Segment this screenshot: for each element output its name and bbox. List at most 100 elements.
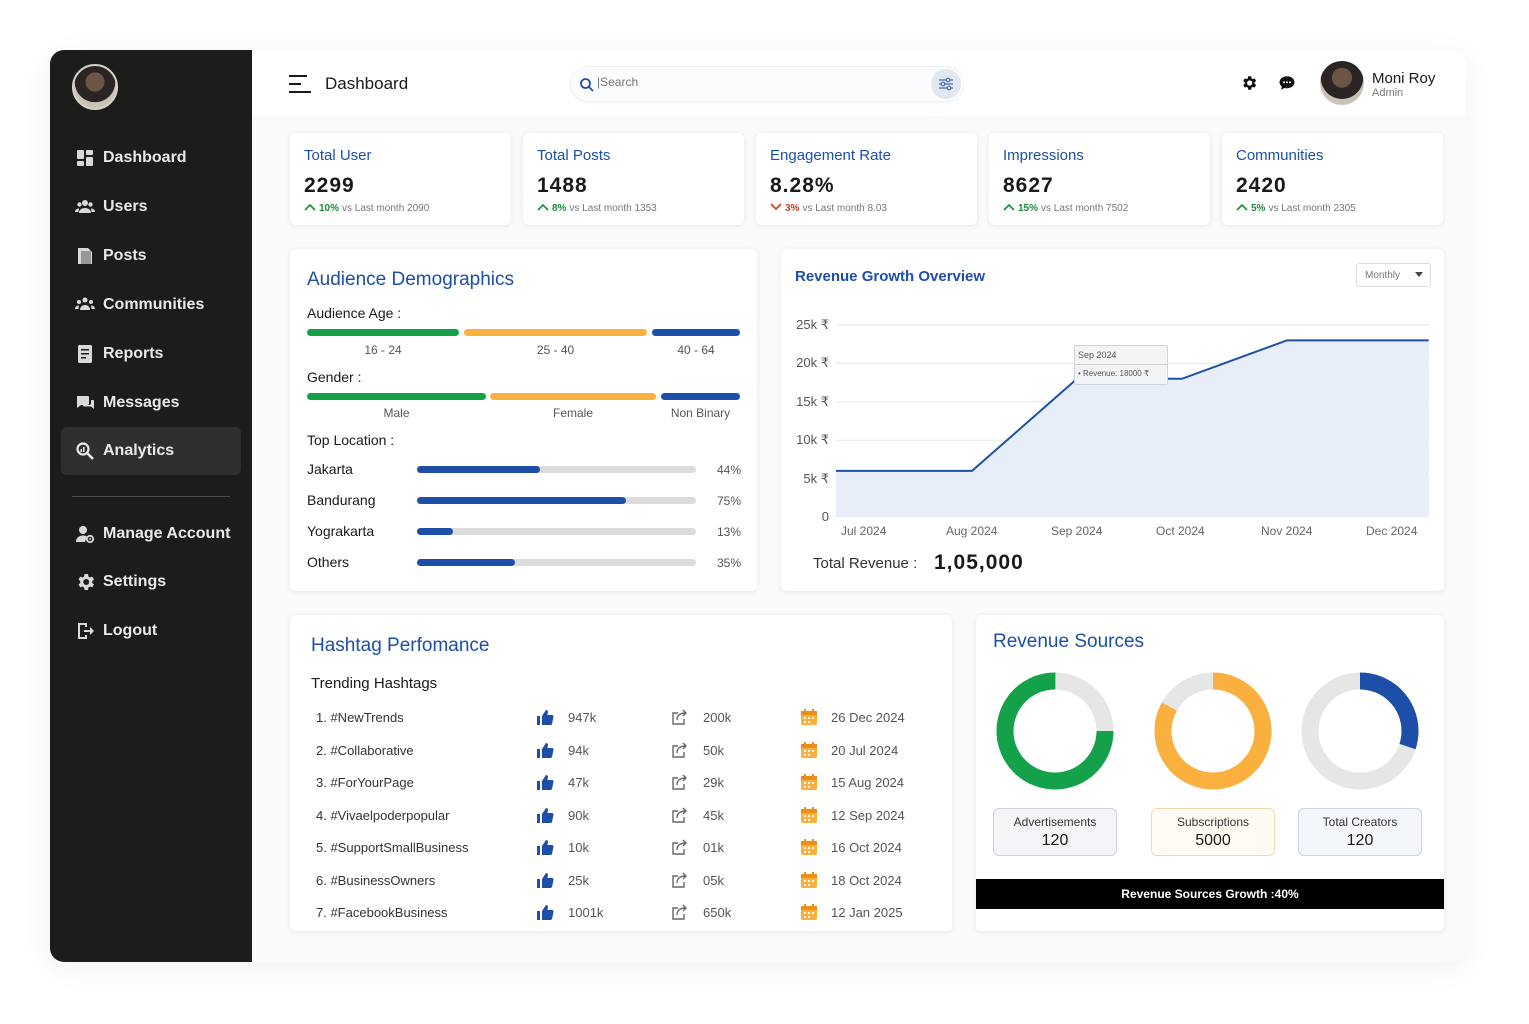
trending-label: Trending Hashtags [311,675,438,692]
x-tick-label: Sep 2024 [1051,524,1103,538]
search-bar [570,66,964,102]
hashtag-row[interactable]: 7. #FacebookBusiness 1001k 650k 12 Jan 2025 [290,898,952,930]
location-bar-track [417,559,696,566]
sidebar-item-analytics[interactable]: Analytics [61,427,241,475]
hashtag-likes: 1001k [568,905,604,920]
filter-button[interactable] [931,69,961,99]
revenue-sources-card: Revenue Sources Advertisements 120 Subscri… [976,615,1444,931]
chat-icon[interactable] [1278,74,1296,92]
donut-chart-advertisements [995,671,1115,791]
stat-title: Total User [304,147,372,164]
top-bar: Dashboard Moni Roy Admin [252,50,1466,116]
sidebar-avatar[interactable] [72,64,118,110]
stat-title: Engagement Rate [770,147,891,164]
hashtag-shares: 01k [703,840,724,855]
location-bar-fill [417,528,454,535]
sidebar-item-label: Posts [103,247,147,264]
hashtag-date: 26 Dec 2024 [831,710,905,725]
sidebar-item-communities[interactable]: Communities [61,281,241,329]
demographics-title: Audience Demographics [307,269,515,290]
sidebar-item-reports[interactable]: Reports [61,330,241,378]
stat-sub: vs Last month 1353 [569,203,657,214]
sidebar-item-settings[interactable]: Settings [61,558,241,606]
stat-comparison: 15% vs Last month 7502 [1003,203,1128,214]
sidebar-item-messages[interactable]: Messages [61,379,241,427]
hashtag-row[interactable]: 3. #ForYourPage 47k 29k 15 Aug 2024 [290,768,952,800]
stat-value: 2420 [1236,174,1287,197]
stat-card: Impressions 8627 15% vs Last month 7502 [989,133,1210,225]
location-bar-fill [417,559,515,566]
thumbs-up-icon [535,902,555,922]
hashtag-name: 1. #NewTrends [316,710,404,725]
hashtag-row[interactable]: 4. #Vivaelpoderpopular 90k 45k 12 Sep 2024 [290,801,952,833]
genders-label: Female [552,406,593,420]
hashtag-row[interactable]: 1. #NewTrends 947k 200k 26 Dec 2024 [290,703,952,735]
trend-up-icon [537,203,549,214]
stat-sub: vs Last month 7502 [1041,203,1129,214]
settings-icon [75,572,95,592]
trend-down-icon [770,203,782,214]
stat-value: 8627 [1003,174,1054,197]
stat-value: 1488 [537,174,588,197]
user-name[interactable]: Moni Roy [1372,70,1436,87]
user-avatar[interactable] [1320,61,1364,105]
menu-icon[interactable] [288,72,312,96]
hashtag-row[interactable]: 5. #SupportSmallBusiness 10k 01k 16 Oct 202… [290,833,952,865]
thumbs-up-icon [535,740,555,760]
period-dropdown[interactable]: Monthly [1356,263,1431,287]
x-tick-label: Aug 2024 [946,524,998,538]
donut-chart-total-creators [1300,671,1420,791]
location-name: Yograkarta [307,523,375,539]
trend-up-icon [1236,203,1248,214]
sidebar-item-manage-account[interactable]: Manage Account [61,510,241,558]
sidebar-item-dashboard[interactable]: Dashboard [61,134,241,182]
y-tick-label: 5k ₹ [803,470,829,486]
hashtag-date: 12 Sep 2024 [831,807,905,823]
y-tick-label: 20k ₹ [796,355,829,371]
source-box[interactable]: Subscriptions 5000 [1151,808,1275,856]
stat-percent: 10% [319,203,340,214]
stat-sub: vs Last month 2305 [1268,203,1356,214]
thumbs-up-icon [535,805,555,825]
sidebar-divider [72,496,230,497]
chart-tooltip: Sep 2024 • Revenue: 18000 ₹ [1074,345,1168,385]
filter-icon [939,77,953,91]
sidebar-item-users[interactable]: Users [61,183,241,231]
manage-account-icon [75,524,95,544]
stat-percent: 5% [1251,203,1266,214]
search-icon [580,78,594,92]
hashtag-name: 5. #SupportSmallBusiness [316,840,469,855]
sidebar-item-label: Messages [103,394,180,411]
search-input[interactable] [597,75,917,89]
age_groups-bar-2 [652,329,740,336]
genders-bar-0 [307,393,486,400]
location-percent: 13% [716,525,741,539]
sidebar-item-logout[interactable]: Logout [61,607,241,655]
source-box[interactable]: Advertisements 120 [993,808,1117,856]
stat-card: Communities 2420 5% vs Last month 2305 [1222,133,1443,225]
location-percent: 35% [716,556,741,570]
share-icon [670,707,690,727]
sidebar-item-posts[interactable]: Posts [61,232,241,280]
share-icon [670,870,690,890]
location-percent: 44% [716,463,741,477]
genders-bar-2 [661,393,740,400]
calendar-icon [799,805,819,825]
hashtag-row[interactable]: 2. #Collaborative 94k 50k 20 Jul 2024 [290,736,952,768]
share-icon [670,805,690,825]
sidebar-item-label: Manage Account [103,525,231,542]
hashtag-shares: 650k [703,905,732,920]
hashtag-shares: 200k [703,710,732,725]
age_groups-label: 25 - 40 [536,343,575,357]
age_groups-label: 16 - 24 [364,343,402,357]
hashtag-name: 4. #Vivaelpoderpopular [316,807,450,823]
settings-gear-icon[interactable] [1240,74,1258,92]
age_groups-bar-1 [464,329,647,336]
source-label: Subscriptions [1176,815,1250,829]
source-box[interactable]: Total Creators 120 [1298,808,1422,856]
thumbs-up-icon [535,707,555,727]
hashtag-row[interactable]: 6. #BusinessOwners 25k 05k 18 Oct 2024 [290,866,952,898]
page-title: Dashboard [325,74,409,93]
reports-icon [75,344,95,364]
stat-card: Total User 2299 10% vs Last month 2090 [290,133,511,225]
